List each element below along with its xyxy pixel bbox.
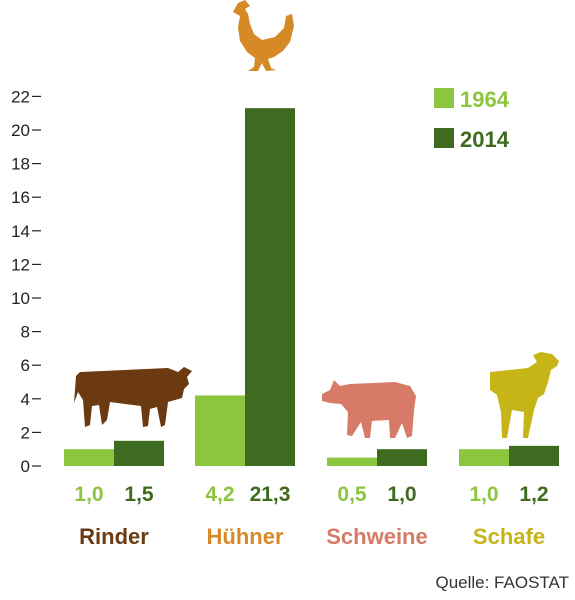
y-tick-label: 0 <box>21 457 30 476</box>
category-label: Rinder <box>79 524 149 549</box>
y-tick-label: 6 <box>21 356 30 375</box>
value-label: 1,2 <box>519 483 548 506</box>
bar-1964-2 <box>327 457 377 466</box>
value-labels: 1,0 1,5 4,2 21,3 0,5 1,0 1,0 1,2 <box>74 483 548 506</box>
value-label: 1,5 <box>124 483 154 506</box>
legend-label: 1964 <box>460 87 510 112</box>
value-label: 1,0 <box>74 483 103 506</box>
bar-2014-3 <box>509 445 559 466</box>
cow-icon <box>74 367 192 427</box>
pig-icon <box>322 380 416 438</box>
bar-1964-0 <box>64 449 114 466</box>
legend-swatch <box>434 128 454 148</box>
legend-swatch <box>434 88 454 108</box>
chicken-icon <box>233 0 294 71</box>
animal-icons <box>74 0 559 438</box>
category-label: Schafe <box>473 524 545 549</box>
bar-1964-1 <box>195 395 245 466</box>
legend-label: 2014 <box>460 127 510 152</box>
value-label: 1,0 <box>387 483 416 506</box>
bars <box>64 108 559 466</box>
y-tick-label: 20 <box>11 121 30 140</box>
category-labels: Rinder Hühner Schweine Schafe <box>79 524 545 549</box>
y-axis: 0 2 4 6 8 10 12 14 16 18 20 22 <box>11 87 41 476</box>
category-label: Hühner <box>207 524 284 549</box>
bar-2014-0 <box>114 440 164 466</box>
y-tick-label: 18 <box>11 155 30 174</box>
y-tick-label: 12 <box>11 255 30 274</box>
y-tick-label: 2 <box>21 423 30 442</box>
y-tick-label: 22 <box>11 87 30 106</box>
category-label: Schweine <box>326 524 427 549</box>
y-tick-label: 10 <box>11 289 30 308</box>
value-label: 0,5 <box>337 483 367 506</box>
value-label: 1,0 <box>469 483 498 506</box>
bar-1964-3 <box>459 449 509 466</box>
bar-2014-2 <box>377 449 427 466</box>
bar-2014-1 <box>245 108 295 466</box>
value-label: 21,3 <box>250 483 291 506</box>
source-label: Quelle: FAOSTAT <box>435 573 569 592</box>
sheep-icon <box>490 352 559 438</box>
value-label: 4,2 <box>205 483 234 506</box>
y-tick-label: 16 <box>11 188 30 207</box>
legend: 1964 2014 <box>434 87 510 152</box>
y-tick-label: 8 <box>21 323 30 342</box>
y-tick-label: 14 <box>11 222 30 241</box>
y-tick-label: 4 <box>21 390 30 409</box>
